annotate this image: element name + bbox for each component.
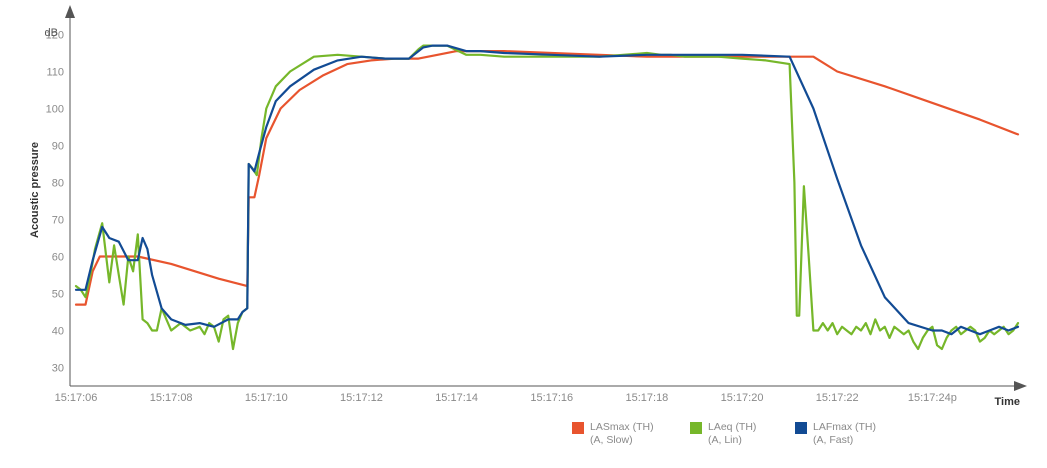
y-tick-label: 90 — [52, 141, 64, 153]
y-tick-label: 40 — [52, 326, 64, 338]
y-tick-label: 110 — [46, 67, 64, 79]
y-tick-label: 70 — [52, 215, 64, 227]
legend-item-laeq: LAeq (TH) (A, Lin) — [690, 421, 756, 446]
x-axis-title: Time — [995, 396, 1020, 408]
legend: LASmax (TH) (A, Slow) LAeq (TH) (A, Lin)… — [572, 421, 876, 446]
legend-swatch-lafmax — [795, 422, 807, 434]
legend-label-laeq: LAeq (TH) — [708, 421, 756, 433]
x-tick-label: 15:17:12 — [340, 392, 383, 404]
x-tick-label: 15:17:18 — [625, 392, 668, 404]
y-axis-arrow-icon — [65, 5, 75, 18]
y-tick-label: 100 — [46, 104, 64, 116]
y-tick-label: 60 — [52, 252, 64, 264]
x-tick-label: 15:17:14 — [435, 392, 478, 404]
x-axis-arrow-icon — [1014, 381, 1027, 391]
x-tick-label: 15:17:16 — [530, 392, 573, 404]
y-tick-label: 80 — [52, 178, 64, 190]
legend-sublabel-lasmax: (A, Slow) — [590, 434, 633, 446]
x-tick-label: 15:17:20 — [721, 392, 764, 404]
y-axis-ticks: 30 40 50 60 70 80 90 100 110 120 — [46, 30, 64, 375]
legend-item-lasmax: LASmax (TH) (A, Slow) — [572, 421, 654, 446]
y-tick-label: 50 — [52, 289, 64, 301]
legend-label-lafmax: LAFmax (TH) — [813, 421, 876, 433]
x-tick-label: 15:17:22 — [816, 392, 859, 404]
x-axis-ticks: 15:17:06 15:17:08 15:17:10 15:17:12 15:17:14… — [55, 392, 957, 404]
legend-label-lasmax: LASmax (TH) — [590, 421, 654, 433]
series-layer — [74, 44, 1020, 351]
legend-swatch-lasmax — [572, 422, 584, 434]
series-line-lasmax — [74, 49, 1020, 306]
series-line-lafmax — [74, 44, 1020, 336]
legend-sublabel-lafmax: (A, Fast) — [813, 434, 853, 446]
x-tick-label: 15:17:24p — [908, 392, 957, 404]
x-tick-label: 15:17:10 — [245, 392, 288, 404]
series-line-laeq — [74, 44, 1020, 351]
legend-sublabel-laeq: (A, Lin) — [708, 434, 742, 446]
y-axis-title: Acoustic pressure — [29, 142, 41, 238]
y-tick-label: 30 — [52, 363, 64, 375]
legend-item-lafmax: LAFmax (TH) (A, Fast) — [795, 421, 876, 446]
y-unit-label: dB — [45, 27, 58, 39]
x-tick-label: 15:17:06 — [55, 392, 98, 404]
x-tick-label: 15:17:08 — [150, 392, 193, 404]
y-tick-label: 120 — [46, 30, 64, 42]
legend-swatch-laeq — [690, 422, 702, 434]
